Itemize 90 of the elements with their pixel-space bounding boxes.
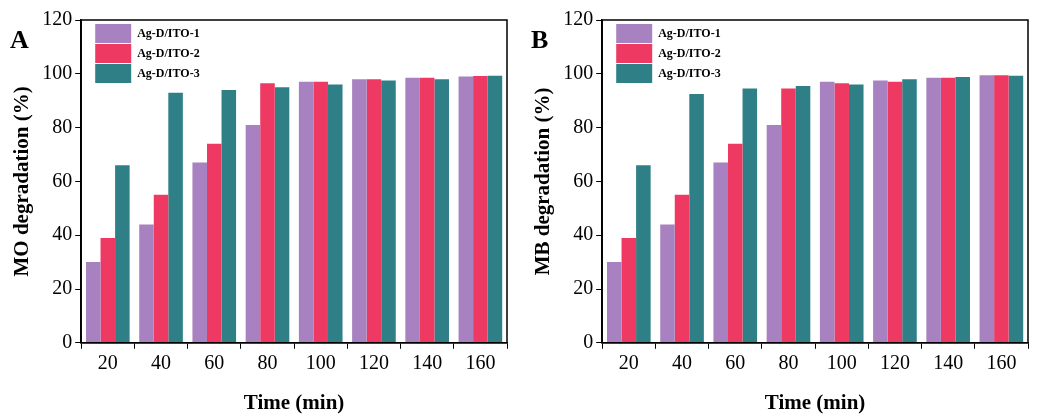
y-tick-label: 80	[573, 114, 594, 137]
y-tick-label: 20	[573, 276, 594, 299]
x-tick-label: 80	[257, 351, 278, 374]
bar	[473, 75, 488, 343]
y-tick-label: 80	[52, 114, 73, 137]
bar	[1008, 75, 1024, 343]
y-tick-label: 120	[563, 7, 594, 30]
bar	[727, 143, 743, 343]
bar	[115, 165, 130, 343]
bar	[834, 83, 849, 343]
bar	[819, 81, 835, 343]
bar	[100, 237, 116, 343]
bar	[660, 224, 675, 343]
legend-label: Ag-D/ITO-2	[658, 46, 721, 61]
x-tick-label: 60	[204, 351, 225, 374]
text: A	[10, 24, 29, 54]
legend-label: Ag-D/ITO-1	[658, 26, 721, 41]
x-tick-label: 20	[618, 351, 639, 374]
bar	[245, 124, 261, 343]
x-tick-label: 140	[933, 351, 964, 374]
text: B	[531, 24, 549, 54]
bar	[487, 75, 503, 343]
bar	[848, 84, 864, 343]
bar	[795, 85, 811, 343]
bar	[873, 80, 888, 343]
legend-label: Ag-D/ITO-3	[137, 66, 200, 81]
bar	[274, 87, 290, 343]
x-tick-label: 140	[412, 351, 443, 374]
bar	[979, 75, 995, 343]
y-tick-label: 120	[42, 7, 73, 30]
x-tick-label: 160	[465, 351, 496, 374]
x-tick-label: 40	[672, 351, 693, 374]
y-axis-title: MO degradation (%)	[9, 86, 34, 277]
x-tick-label: 120	[358, 351, 389, 374]
x-tick-label: 100	[305, 351, 336, 374]
y-tick-label: 20	[52, 276, 73, 299]
x-tick-label: 100	[826, 351, 857, 374]
y-tick-label: 0	[583, 330, 594, 353]
bar	[313, 81, 328, 343]
bar	[955, 77, 970, 343]
x-tick-label: 20	[97, 351, 118, 374]
bar	[458, 76, 474, 343]
y-tick-label: 100	[42, 61, 73, 84]
bar	[887, 81, 903, 343]
bar	[621, 237, 637, 343]
y-tick-label: 60	[52, 168, 73, 191]
bar	[781, 88, 796, 343]
bar	[742, 88, 758, 343]
bar	[260, 83, 275, 343]
y-axis-title: MB degradation (%)	[530, 87, 555, 276]
y-tick-label: 60	[573, 168, 594, 191]
legend-label: Ag-D/ITO-2	[137, 46, 200, 61]
bar	[636, 165, 651, 343]
bar	[926, 77, 941, 343]
bar	[327, 84, 343, 343]
x-tick-label: 160	[986, 351, 1017, 374]
x-tick-label: 60	[725, 351, 746, 374]
bar	[405, 77, 420, 343]
bar	[713, 162, 728, 343]
bar	[381, 80, 396, 343]
bar	[766, 124, 782, 343]
bar	[192, 162, 207, 343]
bar	[419, 77, 435, 343]
x-axis-title: Time (min)	[764, 389, 866, 414]
legend-label: Ag-D/ITO-3	[658, 66, 721, 81]
x-tick-label: 80	[778, 351, 799, 374]
y-tick-label: 100	[563, 61, 594, 84]
bar	[994, 75, 1009, 343]
x-tick-label: 40	[151, 351, 172, 374]
bar	[85, 262, 101, 343]
bar	[206, 143, 222, 343]
bar	[674, 194, 690, 343]
y-tick-label: 40	[52, 222, 73, 245]
bar	[902, 79, 917, 343]
bar	[168, 92, 183, 343]
legend-label: Ag-D/ITO-1	[137, 26, 200, 41]
bar	[221, 89, 237, 343]
x-tick-label: 120	[879, 351, 910, 374]
bar	[153, 194, 169, 343]
bar	[606, 262, 622, 343]
y-tick-label: 0	[62, 330, 73, 353]
bar	[139, 224, 154, 343]
bar	[689, 93, 704, 343]
y-tick-label: 40	[573, 222, 594, 245]
x-axis-title: Time (min)	[243, 389, 345, 414]
bar	[352, 79, 367, 343]
bar	[298, 81, 314, 343]
bar	[940, 77, 956, 343]
bar	[434, 79, 449, 343]
bar	[366, 79, 382, 343]
